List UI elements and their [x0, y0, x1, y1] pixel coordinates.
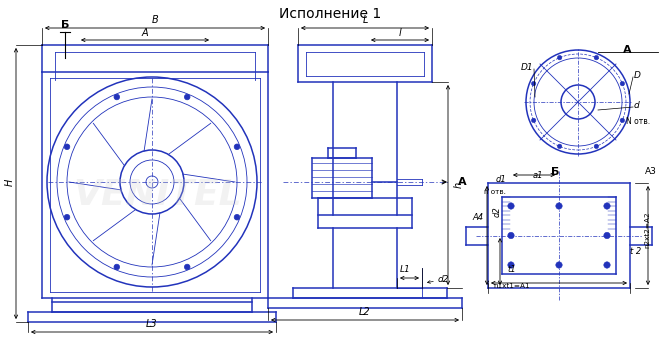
Circle shape [556, 203, 562, 209]
Circle shape [184, 94, 190, 100]
Text: Исполнение 1: Исполнение 1 [279, 7, 381, 21]
Text: d2: d2 [493, 207, 501, 217]
Circle shape [64, 214, 70, 220]
Circle shape [620, 81, 625, 86]
Text: N отв.: N отв. [626, 118, 650, 126]
Text: A: A [142, 28, 149, 38]
Circle shape [604, 232, 610, 239]
Text: h: h [454, 182, 464, 188]
Circle shape [594, 144, 599, 148]
Text: n1xt1=A1: n1xt1=A1 [494, 283, 530, 289]
Circle shape [508, 232, 514, 239]
Circle shape [604, 203, 610, 209]
Text: L: L [362, 15, 368, 25]
Circle shape [114, 264, 119, 270]
Circle shape [556, 262, 562, 268]
Circle shape [508, 203, 514, 209]
Text: t 2: t 2 [631, 247, 642, 257]
Circle shape [114, 94, 119, 100]
Text: d: d [634, 100, 640, 110]
Text: a1: a1 [533, 170, 543, 179]
Circle shape [234, 144, 240, 150]
Text: L1: L1 [400, 266, 410, 274]
Text: L2: L2 [359, 307, 371, 317]
Text: A3: A3 [645, 168, 657, 176]
Text: D1: D1 [520, 63, 533, 72]
Circle shape [620, 118, 625, 123]
Text: n отв.: n отв. [484, 189, 506, 195]
Circle shape [594, 55, 599, 60]
Circle shape [234, 214, 240, 220]
Text: l: l [398, 28, 401, 38]
Text: VENITEL: VENITEL [74, 178, 242, 212]
Circle shape [508, 262, 514, 268]
Text: t1: t1 [508, 266, 516, 274]
Text: D: D [634, 71, 641, 79]
Circle shape [184, 264, 190, 270]
Text: Б: Б [551, 167, 559, 177]
Text: A: A [458, 177, 467, 187]
Text: Б: Б [61, 20, 69, 30]
Text: A: A [623, 45, 631, 55]
Circle shape [558, 55, 562, 60]
Text: H: H [5, 178, 15, 186]
Circle shape [558, 144, 562, 148]
Text: d1: d1 [495, 175, 506, 185]
Text: d2: d2 [438, 275, 450, 285]
Text: B: B [152, 15, 158, 25]
Circle shape [604, 262, 610, 268]
Circle shape [532, 81, 536, 86]
Text: L3: L3 [146, 319, 158, 329]
Circle shape [64, 144, 70, 150]
Text: n2xt2=A2: n2xt2=A2 [644, 212, 650, 248]
Circle shape [532, 118, 536, 123]
Text: A4: A4 [473, 214, 484, 222]
